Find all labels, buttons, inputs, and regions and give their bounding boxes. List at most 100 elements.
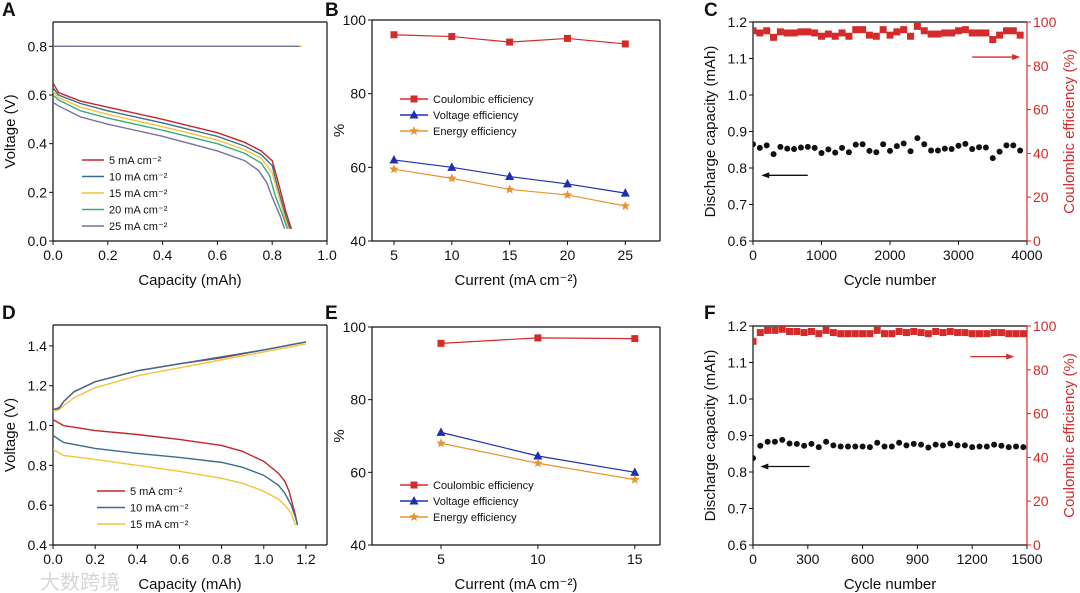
capacity-point: [784, 145, 791, 152]
ce-point: [954, 329, 962, 337]
x-tick-label: 2000: [874, 247, 905, 263]
plot-marks: [436, 334, 640, 484]
capacity-point: [961, 442, 968, 449]
capacity-point: [962, 140, 969, 147]
ce-point: [968, 330, 976, 338]
y-tick-label: 1.1: [728, 355, 748, 371]
y2-tick-label: 60: [1033, 102, 1049, 118]
y2-tick-label: 100: [1033, 14, 1057, 30]
ce-point: [815, 330, 823, 338]
x-tick-label: 10: [444, 247, 460, 263]
capacity-point: [880, 141, 887, 148]
data-point: [389, 164, 399, 174]
data-point: [504, 184, 515, 194]
panel-f: F0 300 600 900 1200 15000.60.70.80.91.01.11.2…: [702, 303, 1078, 593]
y-tick-label: 0.6: [28, 87, 48, 103]
capacity-point: [839, 144, 846, 151]
ce-point: [845, 32, 853, 40]
capacity-point: [793, 440, 800, 447]
ce-point: [818, 32, 825, 40]
ce-point: [824, 30, 832, 38]
ce-point: [793, 327, 801, 335]
data-point: [505, 171, 515, 181]
legend-label: 15 mA cm⁻²: [109, 188, 168, 200]
arrow-right-head-icon: [1006, 353, 1015, 360]
capacity-point: [954, 442, 961, 449]
capacity-point: [969, 146, 976, 153]
legend-label: 5 mA cm⁻²: [130, 486, 183, 498]
ce-point: [1009, 27, 1017, 35]
ce-point: [797, 28, 805, 36]
capacity-point: [804, 143, 811, 150]
y-tick-label: 0.4: [28, 537, 48, 553]
capacity-point: [925, 444, 932, 451]
y2-tick-label: 60: [1033, 406, 1049, 422]
x-tick-label: 1.0: [317, 247, 337, 263]
x-tick-label: 1.2: [296, 551, 316, 567]
y-tick-label: 1.1: [728, 51, 748, 67]
data-point: [436, 427, 446, 436]
ce-point: [1019, 330, 1027, 338]
y-axis-title: Voltage (V): [2, 94, 19, 168]
legend-marker: [410, 481, 418, 489]
panel-label: C: [704, 0, 718, 21]
ce-point: [879, 26, 887, 34]
y-tick-label: 0.8: [28, 457, 48, 473]
ce-point: [786, 327, 794, 335]
x-tick-label: 1500: [1011, 551, 1042, 567]
ce-point: [924, 330, 932, 338]
x-tick-label: 5: [390, 247, 398, 263]
x-tick-label: 900: [906, 551, 930, 567]
capacity-point: [918, 441, 925, 448]
data-point: [563, 34, 571, 42]
ce-point: [917, 329, 925, 337]
data-point: [534, 334, 542, 342]
y2-tick-label: 0: [1033, 233, 1041, 249]
y2-axis-title: Coulombic efficiency (%): [1061, 49, 1078, 214]
x-tick-label: 3000: [943, 247, 974, 263]
discharge-curve: [53, 448, 297, 526]
ce-point: [975, 29, 983, 37]
ce-point: [865, 31, 873, 39]
capacity-point: [830, 442, 837, 449]
x-tick-label: 25: [618, 247, 634, 263]
data-point: [389, 154, 399, 164]
capacity-point: [791, 146, 798, 153]
legend-label: Energy efficiency: [433, 512, 517, 524]
ce-point: [831, 32, 839, 40]
capacity-point: [873, 149, 880, 156]
data-point: [436, 438, 446, 448]
capacity-point: [1010, 142, 1017, 149]
x-tick-label: 0.6: [208, 247, 228, 263]
panel-label: B: [325, 0, 339, 21]
ce-point: [872, 32, 880, 40]
capacity-point: [801, 442, 808, 449]
legend-marker: [409, 126, 419, 135]
x-axis-title: Capacity (mAh): [138, 272, 241, 289]
y-tick-label: 100: [343, 12, 367, 28]
y-tick-label: 0.6: [728, 537, 748, 553]
y-axis-title: Voltage (V): [2, 398, 19, 472]
ce-point: [778, 326, 786, 333]
ce-point: [873, 326, 881, 334]
capacity-point: [1017, 147, 1024, 154]
x-tick-label: 300: [796, 551, 820, 567]
capacity-point: [859, 141, 866, 148]
capacity-point: [928, 147, 935, 154]
y2-tick-label: 80: [1033, 58, 1049, 74]
ce-point: [756, 329, 764, 337]
x-tick-label: 0.2: [98, 247, 118, 263]
capacity-point: [764, 438, 771, 445]
y2-tick-label: 100: [1033, 318, 1057, 334]
legend-marker: [409, 110, 419, 119]
x-tick-label: 10: [530, 551, 546, 567]
legend-marker: [409, 496, 419, 505]
y-tick-label: 0.7: [728, 197, 748, 213]
ce-point: [941, 29, 949, 37]
capacity-point: [881, 443, 888, 450]
ce-point: [902, 329, 910, 337]
y-tick-label: 0.9: [728, 428, 748, 444]
y-tick-label: 1.2: [728, 318, 748, 334]
panel-e: E 5 10 15 40 60 80 100 Current (mA cm⁻²)% Coulomb…: [325, 303, 661, 593]
plot-marks: [53, 45, 303, 230]
